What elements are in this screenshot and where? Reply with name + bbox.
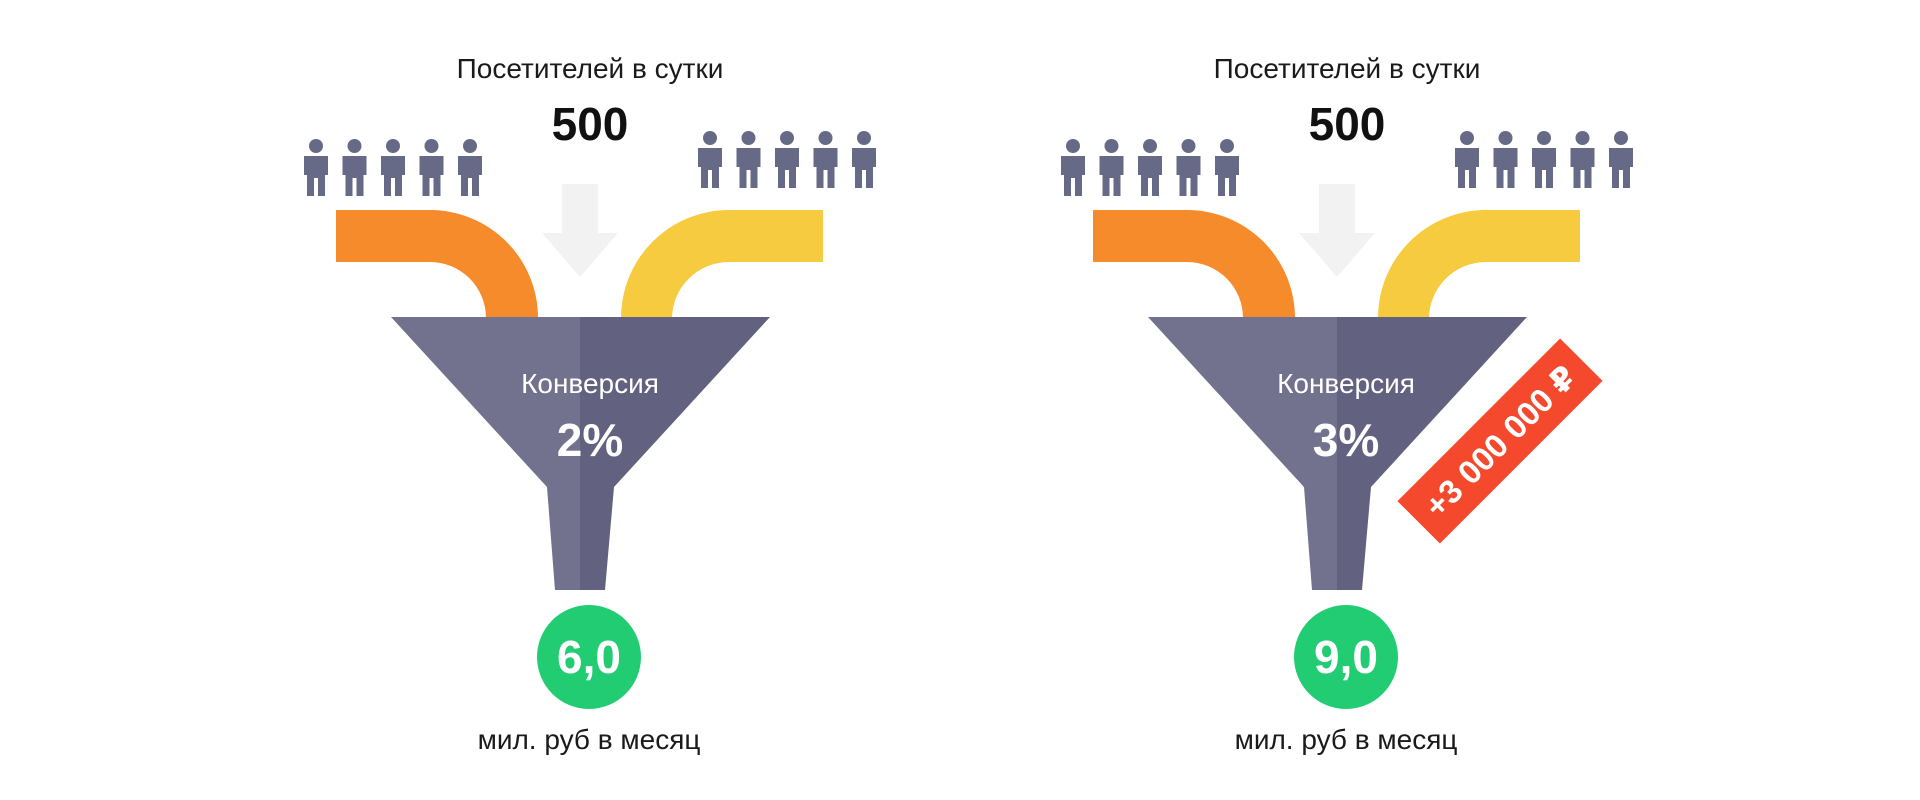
person-icon [775,131,799,188]
result-caption: мил. руб в месяц [478,724,701,755]
visitors-value: 500 [552,98,629,150]
funnel-group-left: Посетителей в сутки 500 Конверсия 2% 6,0… [304,53,876,755]
visitors-label: Посетителей в сутки [457,53,724,84]
funnel-body-left-half [391,317,580,590]
badge-background [1397,338,1603,544]
person-icon [1215,139,1239,196]
funnel-body-right-half [1337,317,1527,590]
pipe-right-yellow [621,210,823,318]
people-row-left [1061,139,1239,196]
person-icon [1176,139,1201,196]
visitors-value: 500 [1309,98,1386,150]
funnel-group-right: Посетителей в сутки 500 Конверсия 3% +3 … [1061,53,1633,755]
arrow-down-icon [542,184,618,277]
person-icon [1493,131,1518,188]
result-circle [537,605,641,709]
person-icon [698,131,722,188]
conversion-value: 3% [1313,414,1379,466]
pipe-right-yellow [1378,210,1580,318]
person-icon [1570,131,1595,188]
result-circle [1294,605,1398,709]
person-icon [304,139,328,196]
person-icon [852,131,876,188]
person-icon [813,131,838,188]
person-icon [736,131,761,188]
conversion-value: 2% [557,414,623,466]
person-icon [419,139,444,196]
conversion-label: Конверсия [1277,368,1415,399]
conversion-label: Конверсия [521,368,659,399]
result-caption: мил. руб в месяц [1235,724,1458,755]
person-icon [1099,139,1124,196]
person-icon [381,139,405,196]
people-row-right [1455,131,1633,188]
result-value: 6,0 [557,631,621,683]
person-icon [1138,139,1162,196]
person-icon [1609,131,1633,188]
person-icon [1061,139,1085,196]
pipe-left-orange [1093,210,1295,318]
person-icon [458,139,482,196]
person-icon [1455,131,1479,188]
arrow-down-icon [1299,184,1375,277]
funnel-body-right-half [580,317,770,590]
person-icon [342,139,367,196]
visitors-label: Посетителей в сутки [1214,53,1481,84]
pipe-left-orange [336,210,538,318]
people-row-right [698,131,876,188]
person-icon [1532,131,1556,188]
people-row-left [304,139,482,196]
funnel-body-left-half [1148,317,1337,590]
result-value: 9,0 [1314,631,1378,683]
